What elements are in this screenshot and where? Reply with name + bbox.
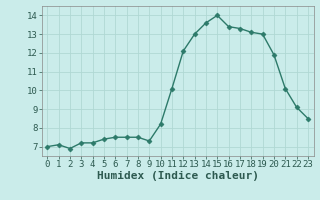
X-axis label: Humidex (Indice chaleur): Humidex (Indice chaleur): [97, 171, 259, 181]
